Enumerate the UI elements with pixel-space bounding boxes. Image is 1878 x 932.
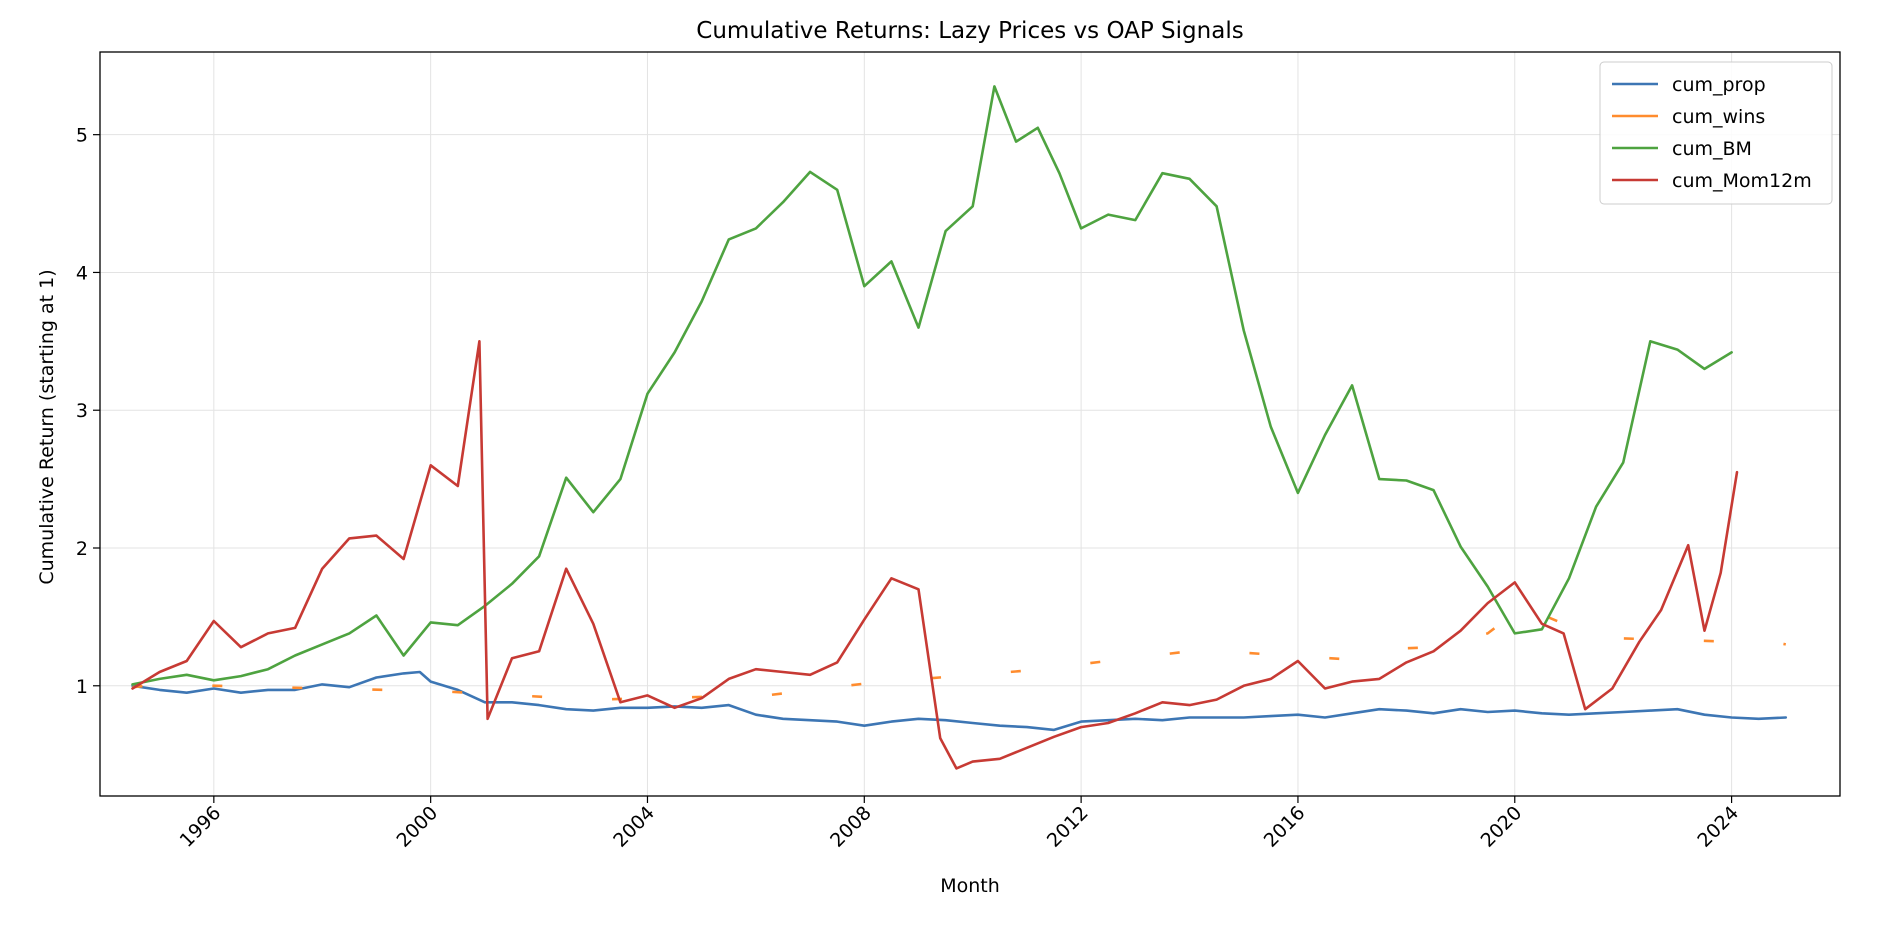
series-line-cum_prop [131,670,1788,732]
plot-frame [99,51,1841,797]
legend-label-cum_wins: cum_wins [1672,106,1765,128]
legend: cum_prop cum_wins cum_BM cum_Mom12m [1599,61,1833,205]
y-tick-label: 2 [76,538,88,560]
series-lines [131,85,1788,770]
series-line-cum_BM [131,85,1733,686]
legend-label-cum_Mom12m: cum_Mom12m [1672,170,1812,192]
legend-box [1599,61,1833,205]
y-tick-label: 5 [76,125,88,147]
y-tick-label: 3 [76,400,88,422]
grid [100,52,1840,796]
y-tick-label: 1 [76,676,88,698]
y-axis-label: Cumulative Return (starting at 1) [36,269,58,584]
chart-title: Cumulative Returns: Lazy Prices vs OAP S… [696,18,1243,44]
y-tick-label: 4 [76,262,88,284]
legend-label-cum_BM: cum_BM [1672,138,1752,160]
series-line-cum_Mom12m [131,339,1739,770]
legend-label-cum_prop: cum_prop [1672,74,1766,96]
x-axis-label: Month [940,875,1000,897]
